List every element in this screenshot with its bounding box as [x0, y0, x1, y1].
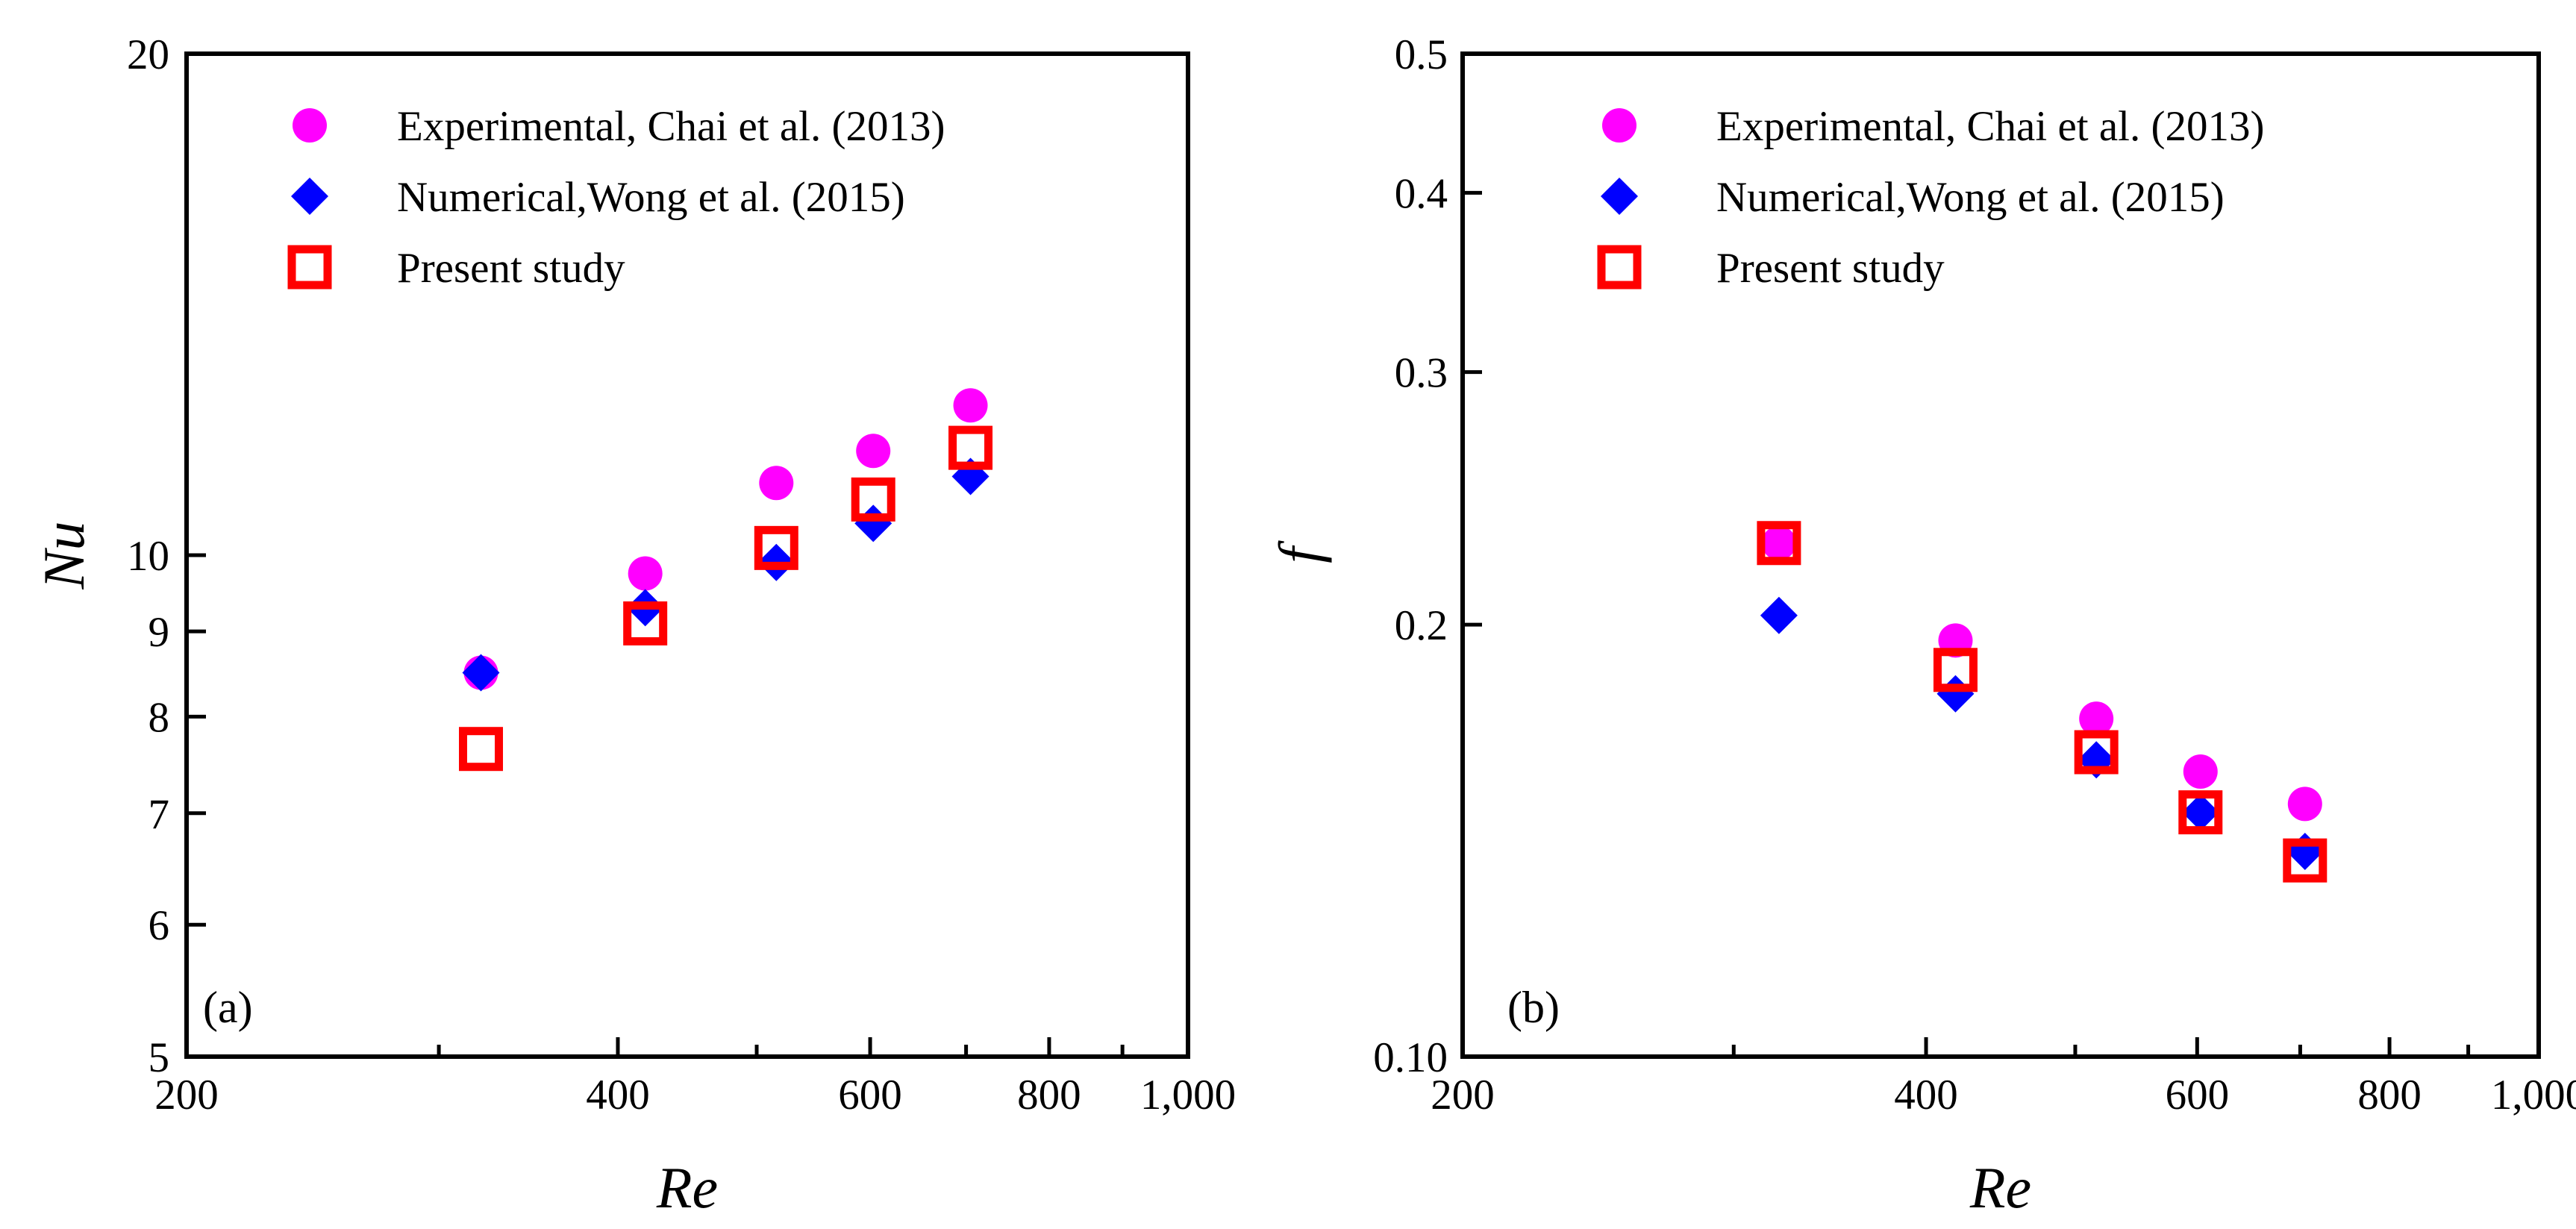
data-point-b-circle-603 — [2183, 754, 2218, 789]
panel-label-b: (b) — [1507, 983, 1560, 1032]
y-axis-title-a: Nu — [31, 521, 96, 590]
data-point-a-square-open-321 — [459, 727, 504, 772]
legend-marker-a-square-open — [287, 245, 332, 290]
y-tick-label-a-6: 6 — [149, 902, 170, 949]
x-tick-label-b-200: 200 — [1431, 1072, 1495, 1119]
x-axis-title-a: Re — [656, 1155, 718, 1220]
y-tick-label-a-20: 20 — [127, 31, 169, 78]
legend-label-a-diamond: Numerical,Wong et al. (2015) — [397, 174, 905, 221]
x-tick-label-a-1000: 1,000 — [1140, 1072, 1236, 1119]
y-tick-label-b-0-1: 0.10 — [1373, 1034, 1448, 1081]
legend-marker-b-square-open — [1597, 245, 1642, 290]
data-point-a-square-open-516 — [754, 525, 798, 570]
y-tick-label-b-0-2: 0.2 — [1395, 602, 1448, 649]
x-tick-label-b-800: 800 — [2357, 1072, 2422, 1119]
x-tick-label-b-600: 600 — [2166, 1072, 2230, 1119]
data-point-b-circle-321 — [1761, 525, 1796, 560]
data-point-b-square-open-516 — [2074, 730, 2119, 775]
data-point-b-diamond-418 — [1936, 675, 1975, 713]
data-point-b-square-open-603 — [2178, 790, 2223, 835]
y-tick-label-b-0-3: 0.3 — [1395, 350, 1448, 397]
data-point-a-diamond-603 — [854, 504, 892, 542]
data-point-b-square-open-321 — [1757, 521, 1801, 566]
legend-label-a-circle: Experimental, Chai et al. (2013) — [397, 103, 945, 150]
data-point-a-circle-516 — [759, 466, 794, 501]
data-point-a-square-open-705 — [948, 425, 993, 470]
x-tick-label-a-400: 400 — [586, 1072, 650, 1119]
y-tick-label-a-8: 8 — [149, 694, 170, 741]
x-tick-label-a-600: 600 — [838, 1072, 902, 1119]
legend-label-b-circle: Experimental, Chai et al. (2013) — [1716, 103, 2264, 150]
legend-label-b-diamond: Numerical,Wong et al. (2015) — [1716, 174, 2225, 221]
x-tick-label-a-800: 800 — [1017, 1072, 1081, 1119]
data-point-b-diamond-321 — [1760, 596, 1798, 634]
x-tick-label-b-400: 400 — [1894, 1072, 1958, 1119]
plot-frame-b — [1460, 51, 2541, 1059]
legend-marker-a-diamond — [291, 178, 328, 215]
x-tick-label-b-1000: 1,000 — [2491, 1072, 2576, 1119]
data-point-b-circle-516 — [2079, 701, 2114, 737]
x-axis-title-b: Re — [1969, 1155, 2031, 1220]
data-point-a-square-open-603 — [851, 477, 895, 522]
data-point-b-circle-705 — [2287, 787, 2322, 822]
data-point-b-diamond-516 — [2078, 741, 2116, 779]
data-point-b-diamond-705 — [2286, 833, 2324, 871]
legend-marker-b-diamond — [1601, 178, 1638, 215]
y-tick-label-a-7: 7 — [149, 791, 170, 838]
legend-marker-b-circle — [1602, 108, 1636, 143]
y-tick-label-b-0-4: 0.4 — [1395, 170, 1448, 217]
legend-label-a-square-open: Present study — [397, 245, 625, 292]
y-tick-label-a-5: 5 — [149, 1034, 170, 1081]
data-point-b-square-open-418 — [1933, 648, 1978, 692]
legend-marker-a-circle — [293, 108, 327, 143]
data-point-a-circle-705 — [953, 388, 988, 423]
legend-label-b-square-open: Present study — [1716, 245, 1945, 292]
data-point-a-square-open-418 — [623, 601, 668, 645]
y-axis-title-b: f — [1267, 540, 1332, 563]
data-point-a-circle-418 — [628, 556, 663, 591]
y-tick-label-a-10: 10 — [127, 533, 169, 580]
panel-label-a: (a) — [203, 983, 253, 1032]
data-point-b-diamond-603 — [2181, 793, 2219, 831]
x-tick-label-a-200: 200 — [154, 1072, 219, 1119]
panel-b-f-vs-re: 200 400 600 800 1,000 0.10 0.2 0.3 0.4 0.5 Re f (b) E… — [1267, 31, 2576, 1220]
y-tick-label-a-9: 9 — [149, 609, 170, 656]
y-tick-label-b-0-5: 0.5 — [1395, 31, 1448, 78]
data-point-a-circle-603 — [856, 434, 891, 469]
data-point-a-diamond-321 — [462, 654, 500, 692]
data-point-b-square-open-705 — [2283, 838, 2328, 883]
panel-a-nu-vs-re: 200 400 600 800 1,000 5 6 7 8 9 10 20 Re Nu (a) Experim… — [31, 31, 1236, 1220]
